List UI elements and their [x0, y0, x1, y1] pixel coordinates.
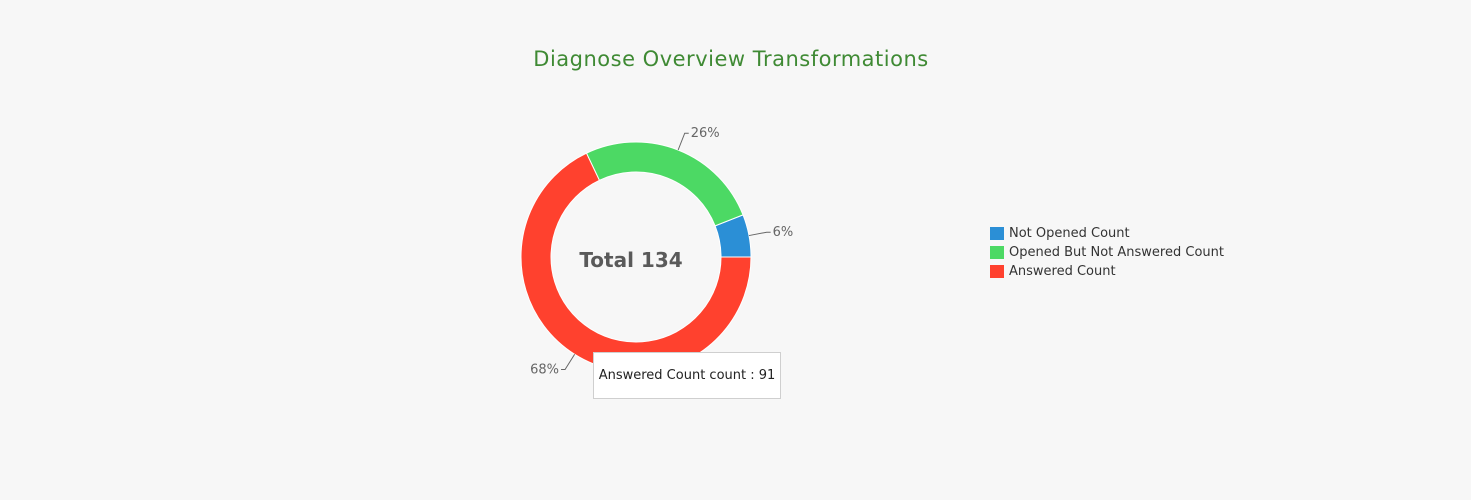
- leader-line: [677, 132, 689, 151]
- legend-swatch: [990, 227, 1004, 240]
- percent-label: 26%: [691, 126, 720, 141]
- donut-slice-2[interactable]: [585, 141, 744, 227]
- legend-item-not-opened[interactable]: Not Opened Count: [990, 224, 1224, 243]
- leader-line: [561, 354, 576, 370]
- legend-label: Opened But Not Answered Count: [1009, 245, 1224, 260]
- legend-swatch: [990, 265, 1004, 278]
- slice-tooltip: Answered Count count : 91: [593, 352, 781, 399]
- percent-label: 68%: [530, 362, 559, 377]
- legend-label: Answered Count: [1009, 264, 1116, 279]
- leader-line: [748, 231, 771, 237]
- legend-item-answered[interactable]: Answered Count: [990, 262, 1224, 281]
- percent-label: 6%: [773, 225, 794, 240]
- legend: Not Opened Count Opened But Not Answered…: [990, 224, 1224, 281]
- donut-slice-3[interactable]: [520, 152, 752, 373]
- legend-item-opened-not-answered[interactable]: Opened But Not Answered Count: [990, 243, 1224, 262]
- legend-swatch: [990, 246, 1004, 259]
- center-total-label: Total 134: [579, 248, 682, 272]
- legend-label: Not Opened Count: [1009, 226, 1130, 241]
- chart-title: Diagnose Overview Transformations: [533, 47, 929, 71]
